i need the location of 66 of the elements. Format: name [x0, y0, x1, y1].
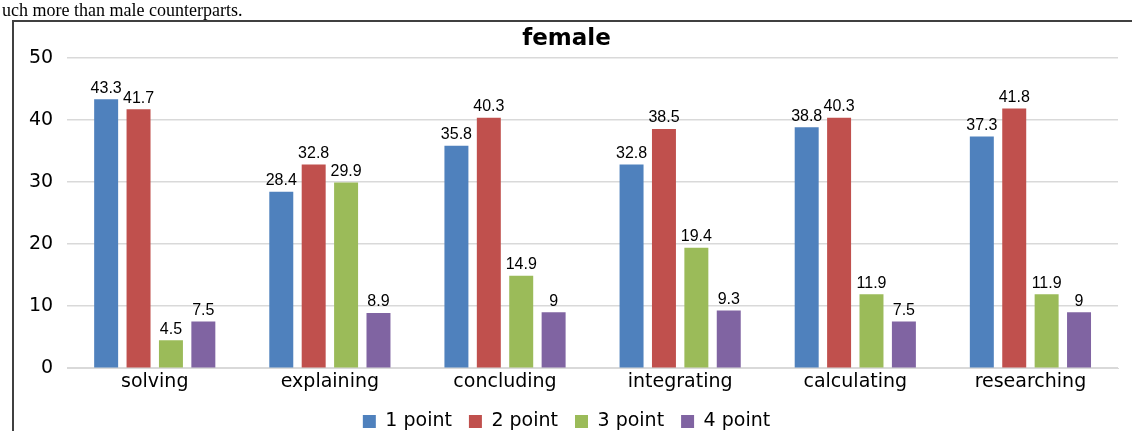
legend-label: 3 point	[597, 408, 665, 431]
bar	[476, 117, 501, 368]
bar	[509, 275, 534, 368]
bar	[301, 164, 326, 368]
legend-label: 4 point	[703, 408, 771, 431]
data-label: 38.5	[648, 108, 680, 126]
data-label: 4.5	[159, 319, 183, 337]
data-label: 41.7	[122, 88, 155, 106]
y-tick-label: 40	[28, 106, 54, 129]
x-tick-label: explaining	[280, 368, 380, 391]
text: uch more than male counterparts.	[2, 0, 243, 20]
data-label: 11.9	[1031, 273, 1062, 291]
data-label: 8.9	[367, 292, 390, 310]
x-tick-label: integrating	[627, 368, 733, 391]
data-label: 43.3	[90, 78, 122, 96]
data-label: 41.8	[998, 87, 1030, 105]
bar	[444, 145, 469, 368]
y-tick-label: 10	[28, 293, 54, 316]
data-label: 35.8	[440, 125, 473, 143]
bar	[1002, 108, 1027, 368]
bar	[1067, 312, 1092, 368]
legend-label: 1 point	[385, 408, 452, 431]
x-tick-label: concluding	[453, 368, 557, 391]
y-tick-label: 20	[28, 230, 54, 253]
bar	[126, 109, 151, 368]
data-label: 9	[1074, 291, 1084, 309]
data-label: 40.3	[473, 97, 505, 115]
bar	[158, 340, 183, 368]
bar	[716, 310, 741, 368]
bar	[969, 136, 994, 368]
bar	[859, 294, 884, 368]
data-label: 9	[549, 291, 559, 309]
bar	[94, 99, 119, 368]
data-label: 40.3	[823, 97, 855, 115]
data-label: 28.4	[265, 171, 297, 189]
data-label: 29.9	[330, 161, 362, 179]
x-tick-label: solving	[121, 368, 189, 391]
data-label: 19.4	[680, 227, 713, 245]
bar	[619, 164, 644, 368]
data-label: 7.5	[192, 301, 215, 319]
bar	[827, 117, 852, 368]
data-label: 38.8	[791, 106, 823, 124]
data-label: 37.3	[966, 115, 998, 133]
bar	[651, 129, 676, 368]
data-label: 11.9	[856, 273, 887, 291]
data-label: 7.5	[892, 301, 916, 319]
x-tick-label: researching	[974, 368, 1087, 391]
legend-label: 2 point	[491, 408, 559, 431]
y-tick-label: 0	[41, 355, 54, 378]
chart-title: female	[522, 23, 611, 50]
data-label: 32.8	[615, 143, 648, 161]
bar	[684, 247, 709, 368]
bar	[269, 191, 294, 368]
bar	[891, 321, 916, 368]
x-tick-label: calculating	[803, 368, 908, 391]
bar	[366, 312, 391, 368]
data-label: 14.9	[505, 255, 537, 273]
bar	[541, 312, 566, 368]
y-tick-label: 50	[28, 44, 54, 67]
bar	[1034, 294, 1059, 368]
bar	[191, 321, 216, 368]
y-tick-label: 30	[28, 168, 54, 191]
data-label: 9.3	[717, 289, 740, 307]
data-label: 32.8	[298, 143, 330, 161]
bar	[794, 127, 819, 368]
bar	[334, 182, 359, 368]
